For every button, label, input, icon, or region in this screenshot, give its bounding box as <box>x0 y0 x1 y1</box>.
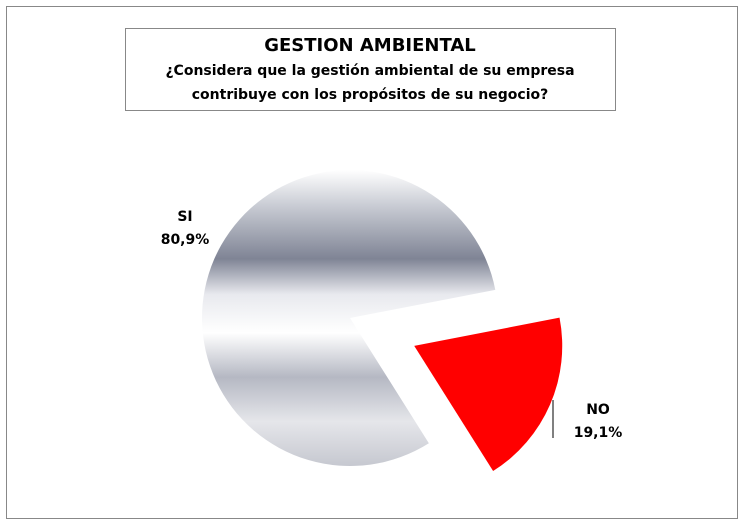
slice-value-label: 19,1% <box>574 425 623 441</box>
slice-label: SI <box>177 209 192 225</box>
chart-subtitle: ¿Considera que la gestión ambiental de s… <box>165 63 575 103</box>
chart-title: GESTION AMBIENTAL <box>264 35 476 56</box>
title-box <box>125 28 616 111</box>
pie-slice <box>202 170 496 467</box>
slice-label: NO <box>586 402 610 418</box>
slice-value-label: 80,9% <box>161 232 210 248</box>
pie-slice <box>414 317 563 472</box>
subtitle-box: ¿Considera que la gestión ambiental de s… <box>165 63 575 103</box>
